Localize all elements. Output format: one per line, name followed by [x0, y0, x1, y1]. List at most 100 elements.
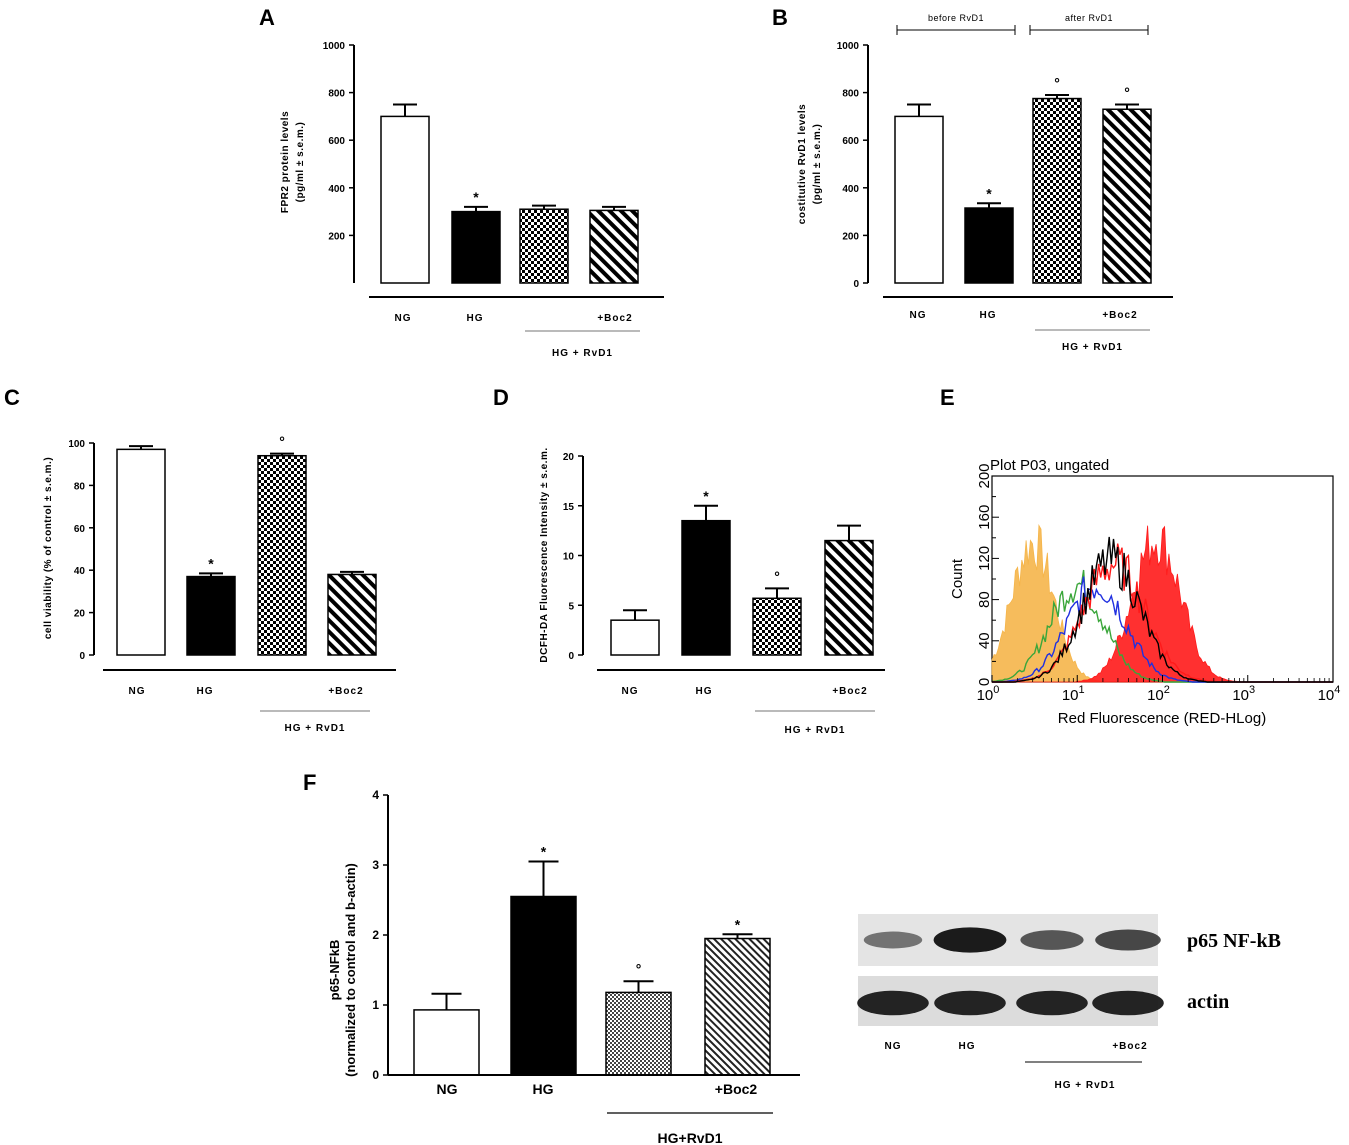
chart-a-bar-4: [589, 209, 639, 284]
chart-e-x-tick-label: 102: [1147, 684, 1170, 704]
chart-b-group-label: HG + RvD1: [1062, 342, 1123, 353]
chart-f-y-axis-label: (normalized to control and b-actin): [343, 863, 358, 1077]
chart-e-y-tick-label: 80: [976, 591, 993, 608]
chart-c-y-tick-label: 40: [74, 566, 86, 577]
chart-b-bar-4: [1102, 108, 1152, 284]
blot-lane-label: HG: [959, 1041, 976, 1052]
chart-e-x-tick-exp: 1: [1079, 684, 1085, 696]
chart-b-category-label: HG: [980, 310, 997, 321]
chart-b-significance-mark: °: [1054, 75, 1060, 91]
chart-e-x-tick-base: 10: [1232, 687, 1249, 704]
blot-band: [934, 990, 1006, 1016]
chart-e-y-tick-label: 160: [976, 505, 993, 530]
chart-e-title: Plot P03, ungated: [990, 457, 1109, 474]
chart-c-bar-2: [186, 575, 236, 656]
chart-f-y-tick-label: 3: [372, 858, 379, 872]
panel-letter-b: B: [772, 5, 788, 30]
chart-b-y-tick-label: 1000: [837, 41, 860, 52]
chart-d-y-tick-label: 20: [563, 452, 575, 463]
chart-c-bar-3: [257, 454, 307, 656]
blot-band: [1092, 990, 1164, 1016]
chart-e-x-tick-base: 10: [1062, 687, 1079, 704]
chart-a-group-label: HG + RvD1: [552, 348, 613, 359]
blot-lane-label: NG: [885, 1041, 902, 1052]
chart-f-y-tick-label: 4: [372, 788, 379, 802]
blot-row-label: p65 NF-kB: [1187, 930, 1281, 952]
chart-a-significance-mark: *: [473, 189, 479, 205]
chart-b: 0 200 400 600 800 1000 costitutive RvD1 levels…: [797, 13, 1173, 353]
chart-d-category-label: +Boc2: [832, 686, 867, 697]
chart-a-y-axis-label: FPR2 protein levels: [280, 111, 291, 213]
chart-a-y-tick-label: 400: [328, 184, 345, 195]
chart-b-y-tick-label: 0: [853, 279, 859, 290]
chart-f-y-axis-label: p65-NFkB: [327, 940, 342, 1001]
chart-f-category-label: HG: [533, 1081, 554, 1097]
chart-e-x-tick-base: 10: [1147, 687, 1164, 704]
chart-e-x-tick-base: 10: [1318, 687, 1335, 704]
chart-c-category-label: HG: [197, 686, 214, 697]
chart-d-y-tick-label: 0: [568, 651, 574, 662]
chart-c-y-tick-label: 60: [74, 524, 86, 535]
chart-d-bar-1: [610, 619, 660, 656]
chart-c-y-tick-label: 80: [74, 481, 86, 492]
chart-a-category-label: NG: [395, 313, 412, 324]
chart-a-category-label: HG: [467, 313, 484, 324]
chart-a-bar-3: [519, 208, 569, 284]
blot-band: [1016, 990, 1088, 1016]
chart-f-category-label: +Boc2: [715, 1081, 758, 1097]
blot-band: [857, 990, 929, 1016]
chart-a-y-axis-label: (pg/ml ± s.e.m.): [295, 122, 306, 203]
chart-e-x-tick-label: 101: [1062, 684, 1085, 704]
panel-letter-e: E: [940, 385, 955, 410]
chart-c-significance-mark: °: [279, 434, 285, 450]
chart-d-category-label: NG: [622, 686, 639, 697]
chart-b-top-bracket-label: after RvD1: [1065, 13, 1113, 23]
chart-e-x-tick-label: 104: [1318, 684, 1341, 704]
chart-e-series-black: [992, 536, 1333, 683]
blot-band: [933, 927, 1007, 953]
chart-d-group-label: HG + RvD1: [785, 725, 846, 736]
chart-b-bar-1: [894, 115, 944, 284]
chart-c-y-tick-label: 20: [74, 609, 86, 620]
chart-e-x-tick-label: 103: [1232, 684, 1255, 704]
chart-f-significance-mark: °: [636, 961, 642, 977]
chart-e-y-tick-label: 0: [976, 678, 993, 686]
chart-a-y-tick-label: 1000: [323, 41, 346, 52]
chart-b-y-axis-label: costitutive RvD1 levels: [797, 104, 808, 224]
chart-c: 0 20 40 60 80 100 cell viability (% of control…: [43, 434, 396, 734]
chart-b-y-tick-label: 800: [842, 89, 859, 100]
chart-a-bar-2: [451, 210, 501, 284]
chart-d-y-tick-label: 15: [563, 502, 575, 513]
blot-band: [1095, 929, 1161, 951]
chart-d-significance-mark: °: [774, 568, 780, 584]
chart-b-significance-mark: °: [1124, 85, 1130, 101]
panel-letter-a: A: [259, 5, 275, 30]
chart-a-category-label: +Boc2: [597, 313, 632, 324]
chart-b-bar-2: [964, 207, 1014, 284]
chart-f: 0 1 2 3 4 p65-NFkB (normalized to control and …: [327, 788, 800, 1145]
chart-f-y-tick-label: 2: [372, 928, 379, 942]
chart-d: 0 5 10 15 20 DCFH-DA Fluorescence Intensity ±…: [539, 447, 885, 736]
chart-b-category-label: NG: [910, 310, 927, 321]
chart-a-y-tick-label: 600: [328, 136, 345, 147]
chart-f-bar-2: [510, 895, 577, 1076]
chart-c-y-axis-label: cell viability (% of control ± s.e.m.): [43, 457, 54, 639]
chart-e-x-axis-label: Red Fluorescence (RED-HLog): [1058, 710, 1266, 727]
chart-c-bar-1: [116, 448, 166, 656]
chart-e-y-tick-label: 120: [976, 546, 993, 571]
chart-e-x-tick-exp: 2: [1164, 684, 1170, 696]
chart-e-x-tick-exp: 3: [1249, 684, 1255, 696]
chart-a-bar-1: [380, 115, 430, 284]
chart-f-y-tick-label: 1: [372, 998, 379, 1012]
chart-d-bar-3: [752, 597, 802, 656]
chart-c-category-label: +Boc2: [328, 686, 363, 697]
chart-e-y-tick-label: 200: [976, 463, 993, 488]
chart-c-significance-mark: *: [208, 555, 214, 571]
chart-a-y-tick-label: 800: [328, 89, 345, 100]
blot-band: [1020, 930, 1084, 950]
panel-letter-f: F: [303, 770, 316, 795]
chart-f-bar-3: [605, 991, 672, 1076]
chart-e-x-tick-exp: 4: [1334, 684, 1340, 696]
